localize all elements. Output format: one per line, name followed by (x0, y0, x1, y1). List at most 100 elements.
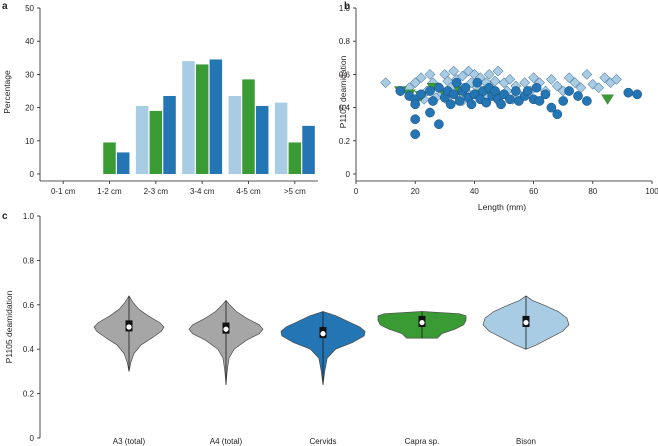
violin-median-a4-total (223, 326, 229, 332)
scatter-point-diamond (424, 69, 436, 80)
panel-b-y-tick-label: 0.4 (339, 104, 351, 113)
panel-c-y-axis-label: P1105 deamidation (4, 290, 14, 363)
panel-c-category-label: Capra sp. (405, 437, 440, 446)
panel-c-y-tick-label: 0.8 (23, 256, 35, 265)
scatter-point-circle (434, 119, 444, 130)
panel-a-y-tick-label: 50 (25, 4, 34, 13)
panel-a-x-tick-label: 3-4 cm (190, 187, 215, 196)
scatter-point-diamond (611, 74, 622, 85)
violin-median-a3-total (126, 324, 132, 330)
scatter-point-circle (573, 91, 583, 101)
scatter-point-circle (623, 87, 634, 98)
scatter-point-circle (454, 96, 465, 106)
violin-median-cervids (320, 331, 326, 337)
panel-b-x-tick-label: 20 (411, 187, 420, 196)
panel-c-y-tick-label: 0.2 (23, 390, 35, 399)
panel-a-x-tick-label: 1-2 cm (97, 187, 122, 196)
scatter-point-diamond (483, 69, 495, 80)
scatter-point-circle (410, 114, 421, 125)
scatter-point-circle (451, 77, 462, 88)
scatter-point-diamond (551, 80, 563, 92)
panel-c-category-label: A4 (total) (210, 437, 243, 446)
scatter-point-diamond (528, 72, 539, 84)
scatter-point-diamond (409, 77, 421, 89)
scatter-point-circle (522, 86, 533, 96)
scatter-point-circle (546, 102, 557, 113)
scatter-point-diamond (489, 75, 501, 87)
panel-a-y-axis-label: Percentage (2, 70, 12, 114)
panel-b-x-tick-label: 100 (645, 187, 658, 196)
scatter-point-circle (428, 96, 438, 106)
panel-b-x-axis-label: Length (mm) (478, 202, 526, 212)
scatter-point-diamond (569, 77, 581, 89)
scatter-point-circle (460, 82, 471, 93)
panel-a-x-tick-label: 0-1 cm (51, 187, 76, 196)
bar-5cm-series1 (288, 142, 302, 174)
panel-b-x-tick-label: 0 (354, 187, 359, 196)
scatter-point-circle (425, 107, 435, 118)
scatter-point-circle (505, 94, 515, 105)
scatter-point-circle (564, 86, 574, 96)
scatter-point-circle (490, 86, 500, 96)
scatter-point-diamond (593, 82, 605, 94)
violin-median-capra-sp (419, 319, 425, 326)
scatter-point-circle (410, 129, 421, 140)
scatter-point-circle (395, 86, 406, 96)
panel-c-y-tick-label: 0.6 (23, 301, 35, 310)
scatter-point-diamond (492, 65, 504, 77)
bar-12cm-series2 (116, 152, 130, 174)
panel-c-category-label: Cervids (309, 437, 336, 446)
scatter-point-circle (425, 86, 435, 96)
scatter-point-circle (582, 96, 592, 106)
bar-5cm-series2 (302, 125, 315, 174)
panel-b-y-tick-label: 1.0 (339, 4, 351, 13)
panel-a-x-tick-label: >5 cm (284, 187, 306, 196)
scatter-point-diamond (599, 72, 610, 84)
panel-b-letter: b (344, 1, 350, 12)
scatter-point-circle (552, 109, 563, 120)
panel-b-y-tick-label: 0.2 (339, 137, 351, 146)
scatter-point-diamond (380, 77, 391, 89)
scatter-point-diamond (504, 74, 516, 85)
panel-b-y-tick-label: 0 (346, 170, 351, 179)
bar-34cm-series2 (209, 59, 223, 174)
panel-c-y-tick-label: 0 (30, 434, 35, 443)
scatter-point-diamond (563, 72, 575, 84)
scatter-point-circle (558, 96, 569, 106)
panel-a-y-tick-label: 0 (30, 170, 35, 179)
panel-b-y-axis-label: P1105 deamidation (338, 55, 348, 128)
scatter-point-diamond (415, 72, 427, 84)
panel-a-y-tick-label: 10 (25, 137, 34, 146)
panel-a-bar-chart: Percentage 0 10 20 30 40 50 0-1 cm 1-2 cm 2-3 cm… (2, 4, 318, 196)
violin-median-bison (523, 319, 529, 326)
scatter-point-circle (510, 86, 521, 96)
bar-34cm-series1 (195, 64, 209, 174)
bar-23cm-series0 (135, 105, 149, 174)
scatter-point-circle (416, 89, 426, 100)
panel-b-x-tick-label: 60 (529, 187, 538, 196)
scatter-point-circle (448, 89, 459, 100)
panel-b-x-tick-label: 40 (470, 187, 479, 196)
panel-c-y-tick-label: 1.0 (23, 212, 35, 221)
panel-a-y-tick-label: 40 (25, 37, 34, 46)
scatter-point-circle (466, 99, 477, 110)
bar-34cm-series0 (182, 61, 195, 175)
scatter-point-diamond (546, 74, 557, 85)
panel-b-scatter-chart: P1105 deamidation Length (mm) 0 0.2 0.4 0.6… (338, 4, 658, 212)
bar-23cm-series1 (149, 110, 163, 174)
bar-12cm-series1 (103, 142, 116, 174)
panel-b-y-tick-label: 0.6 (339, 70, 351, 79)
scatter-point-circle (481, 97, 492, 108)
panel-c-y-tick-label: 0.4 (23, 345, 35, 354)
scatter-point-circle (534, 96, 545, 106)
scatter-point-diamond (448, 65, 460, 77)
bar-45cm-series1 (242, 79, 255, 174)
scatter-point-circle (434, 82, 444, 93)
panel-c-category-label: A3 (total) (113, 437, 146, 446)
scatter-point-triangle (601, 94, 614, 105)
panel-c-violin-chart: P1105 deamidation 0 0.2 0.4 0.6 0.8 1.0 A3 (to… (4, 212, 570, 446)
scatter-point-circle (410, 99, 421, 110)
panel-b-x-tick-label: 80 (588, 187, 597, 196)
panel-a-x-tick-label: 2-3 cm (144, 187, 169, 196)
